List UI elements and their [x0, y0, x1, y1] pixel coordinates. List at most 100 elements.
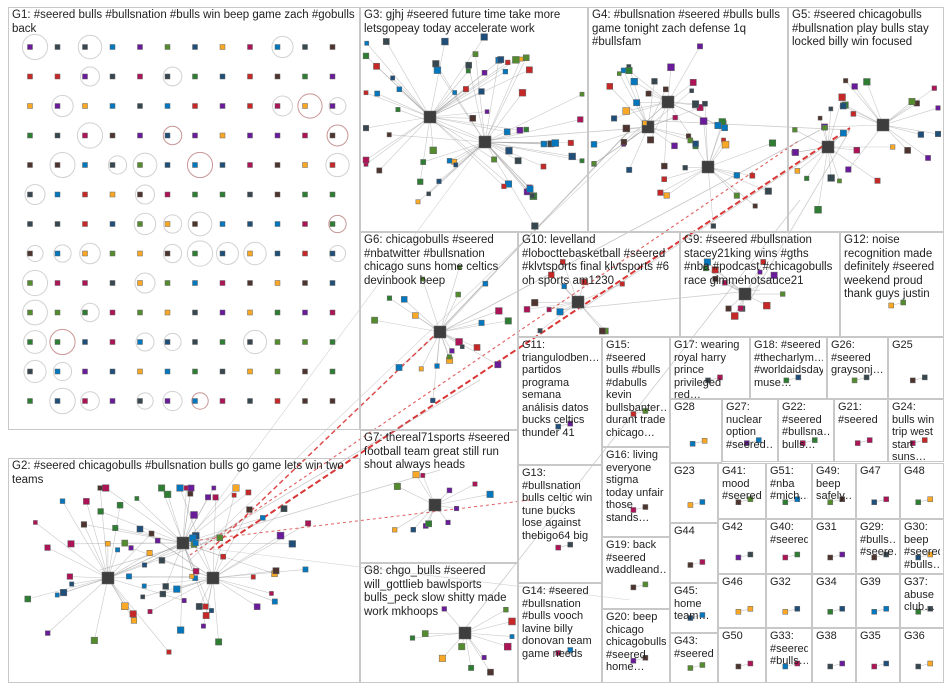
- node: [142, 562, 148, 568]
- node: [827, 174, 835, 182]
- group-label: G13: #bullsnation bulls celtic win tune …: [522, 467, 593, 542]
- node: [840, 102, 847, 110]
- node: [371, 316, 378, 324]
- node: [760, 259, 767, 265]
- hub-node: [423, 110, 437, 124]
- node: [908, 98, 916, 105]
- bridge-edge: [99, 469, 441, 571]
- edge: [882, 124, 939, 135]
- node: [768, 139, 777, 147]
- node: [246, 506, 253, 513]
- edge: [484, 141, 531, 190]
- node: [54, 162, 61, 168]
- edge: [464, 621, 513, 634]
- node: [192, 398, 198, 404]
- node: [362, 52, 370, 60]
- node: [82, 73, 88, 80]
- node: [187, 484, 195, 492]
- bridge-edge: [199, 379, 481, 546]
- edge: [212, 569, 306, 579]
- node: [747, 660, 754, 667]
- group-g21: G21: #seered: [834, 399, 888, 462]
- node: [302, 309, 308, 316]
- node: [97, 508, 104, 515]
- node: [90, 636, 98, 644]
- node: [54, 339, 61, 345]
- node: [900, 299, 906, 306]
- node: [415, 199, 421, 205]
- node: [302, 368, 308, 375]
- node: [329, 44, 336, 50]
- node: [714, 121, 722, 129]
- node: [472, 51, 479, 57]
- self-loop: [186, 151, 214, 179]
- node: [505, 147, 513, 155]
- node: [219, 339, 226, 345]
- hub-node: [176, 536, 190, 550]
- node: [396, 86, 403, 92]
- node: [672, 114, 678, 121]
- group-label: G6: chicagobulls #seered #nbatwitter #bu…: [364, 234, 499, 287]
- node: [883, 660, 889, 667]
- node: [747, 496, 754, 502]
- node: [158, 557, 166, 564]
- node: [164, 368, 171, 375]
- group-g50: G50: [718, 628, 766, 683]
- edge: [484, 92, 523, 143]
- node: [839, 606, 845, 612]
- self-loop: [328, 214, 347, 234]
- group-g12: G12: noise recognition made definitely #…: [840, 232, 944, 337]
- node: [109, 280, 116, 286]
- edge: [534, 301, 579, 303]
- edge: [365, 92, 431, 118]
- self-loop: [328, 244, 347, 263]
- edge: [484, 141, 544, 167]
- node: [195, 603, 203, 610]
- group-g45: G45: home team…: [670, 583, 718, 633]
- edge: [707, 166, 769, 192]
- node: [164, 309, 171, 316]
- node: [737, 305, 744, 312]
- group-g7: G7: thereal71sports #seered football tea…: [360, 430, 518, 563]
- node: [764, 187, 772, 195]
- node: [472, 481, 478, 487]
- self-loop: [297, 93, 323, 119]
- edge: [484, 57, 527, 143]
- node: [780, 291, 786, 297]
- node: [137, 162, 143, 168]
- node: [329, 250, 336, 257]
- edge: [394, 504, 436, 531]
- edge: [86, 501, 109, 579]
- node: [429, 146, 437, 154]
- bridge-edge: [179, 139, 486, 553]
- node: [409, 635, 416, 641]
- node: [866, 437, 873, 443]
- node: [687, 137, 694, 144]
- node: [850, 111, 857, 117]
- group-label: G5: #seered chicagobulls #bullsnation pl…: [792, 9, 929, 48]
- node: [687, 665, 694, 671]
- node: [302, 73, 308, 80]
- node: [555, 650, 561, 656]
- node: [329, 103, 336, 109]
- node: [271, 598, 278, 605]
- node: [508, 617, 516, 626]
- edge: [704, 103, 709, 168]
- edge: [429, 71, 506, 118]
- edge: [464, 632, 491, 673]
- node: [794, 660, 801, 667]
- node: [425, 520, 433, 528]
- node-layer: [21, 33, 941, 676]
- node: [791, 148, 799, 156]
- node: [927, 496, 933, 502]
- node: [915, 663, 921, 670]
- node: [329, 221, 336, 227]
- node: [481, 655, 487, 660]
- node: [446, 487, 453, 494]
- node: [438, 654, 446, 662]
- edge: [429, 62, 508, 118]
- node: [465, 68, 471, 74]
- node: [814, 205, 822, 214]
- node: [54, 103, 61, 109]
- node: [329, 339, 336, 345]
